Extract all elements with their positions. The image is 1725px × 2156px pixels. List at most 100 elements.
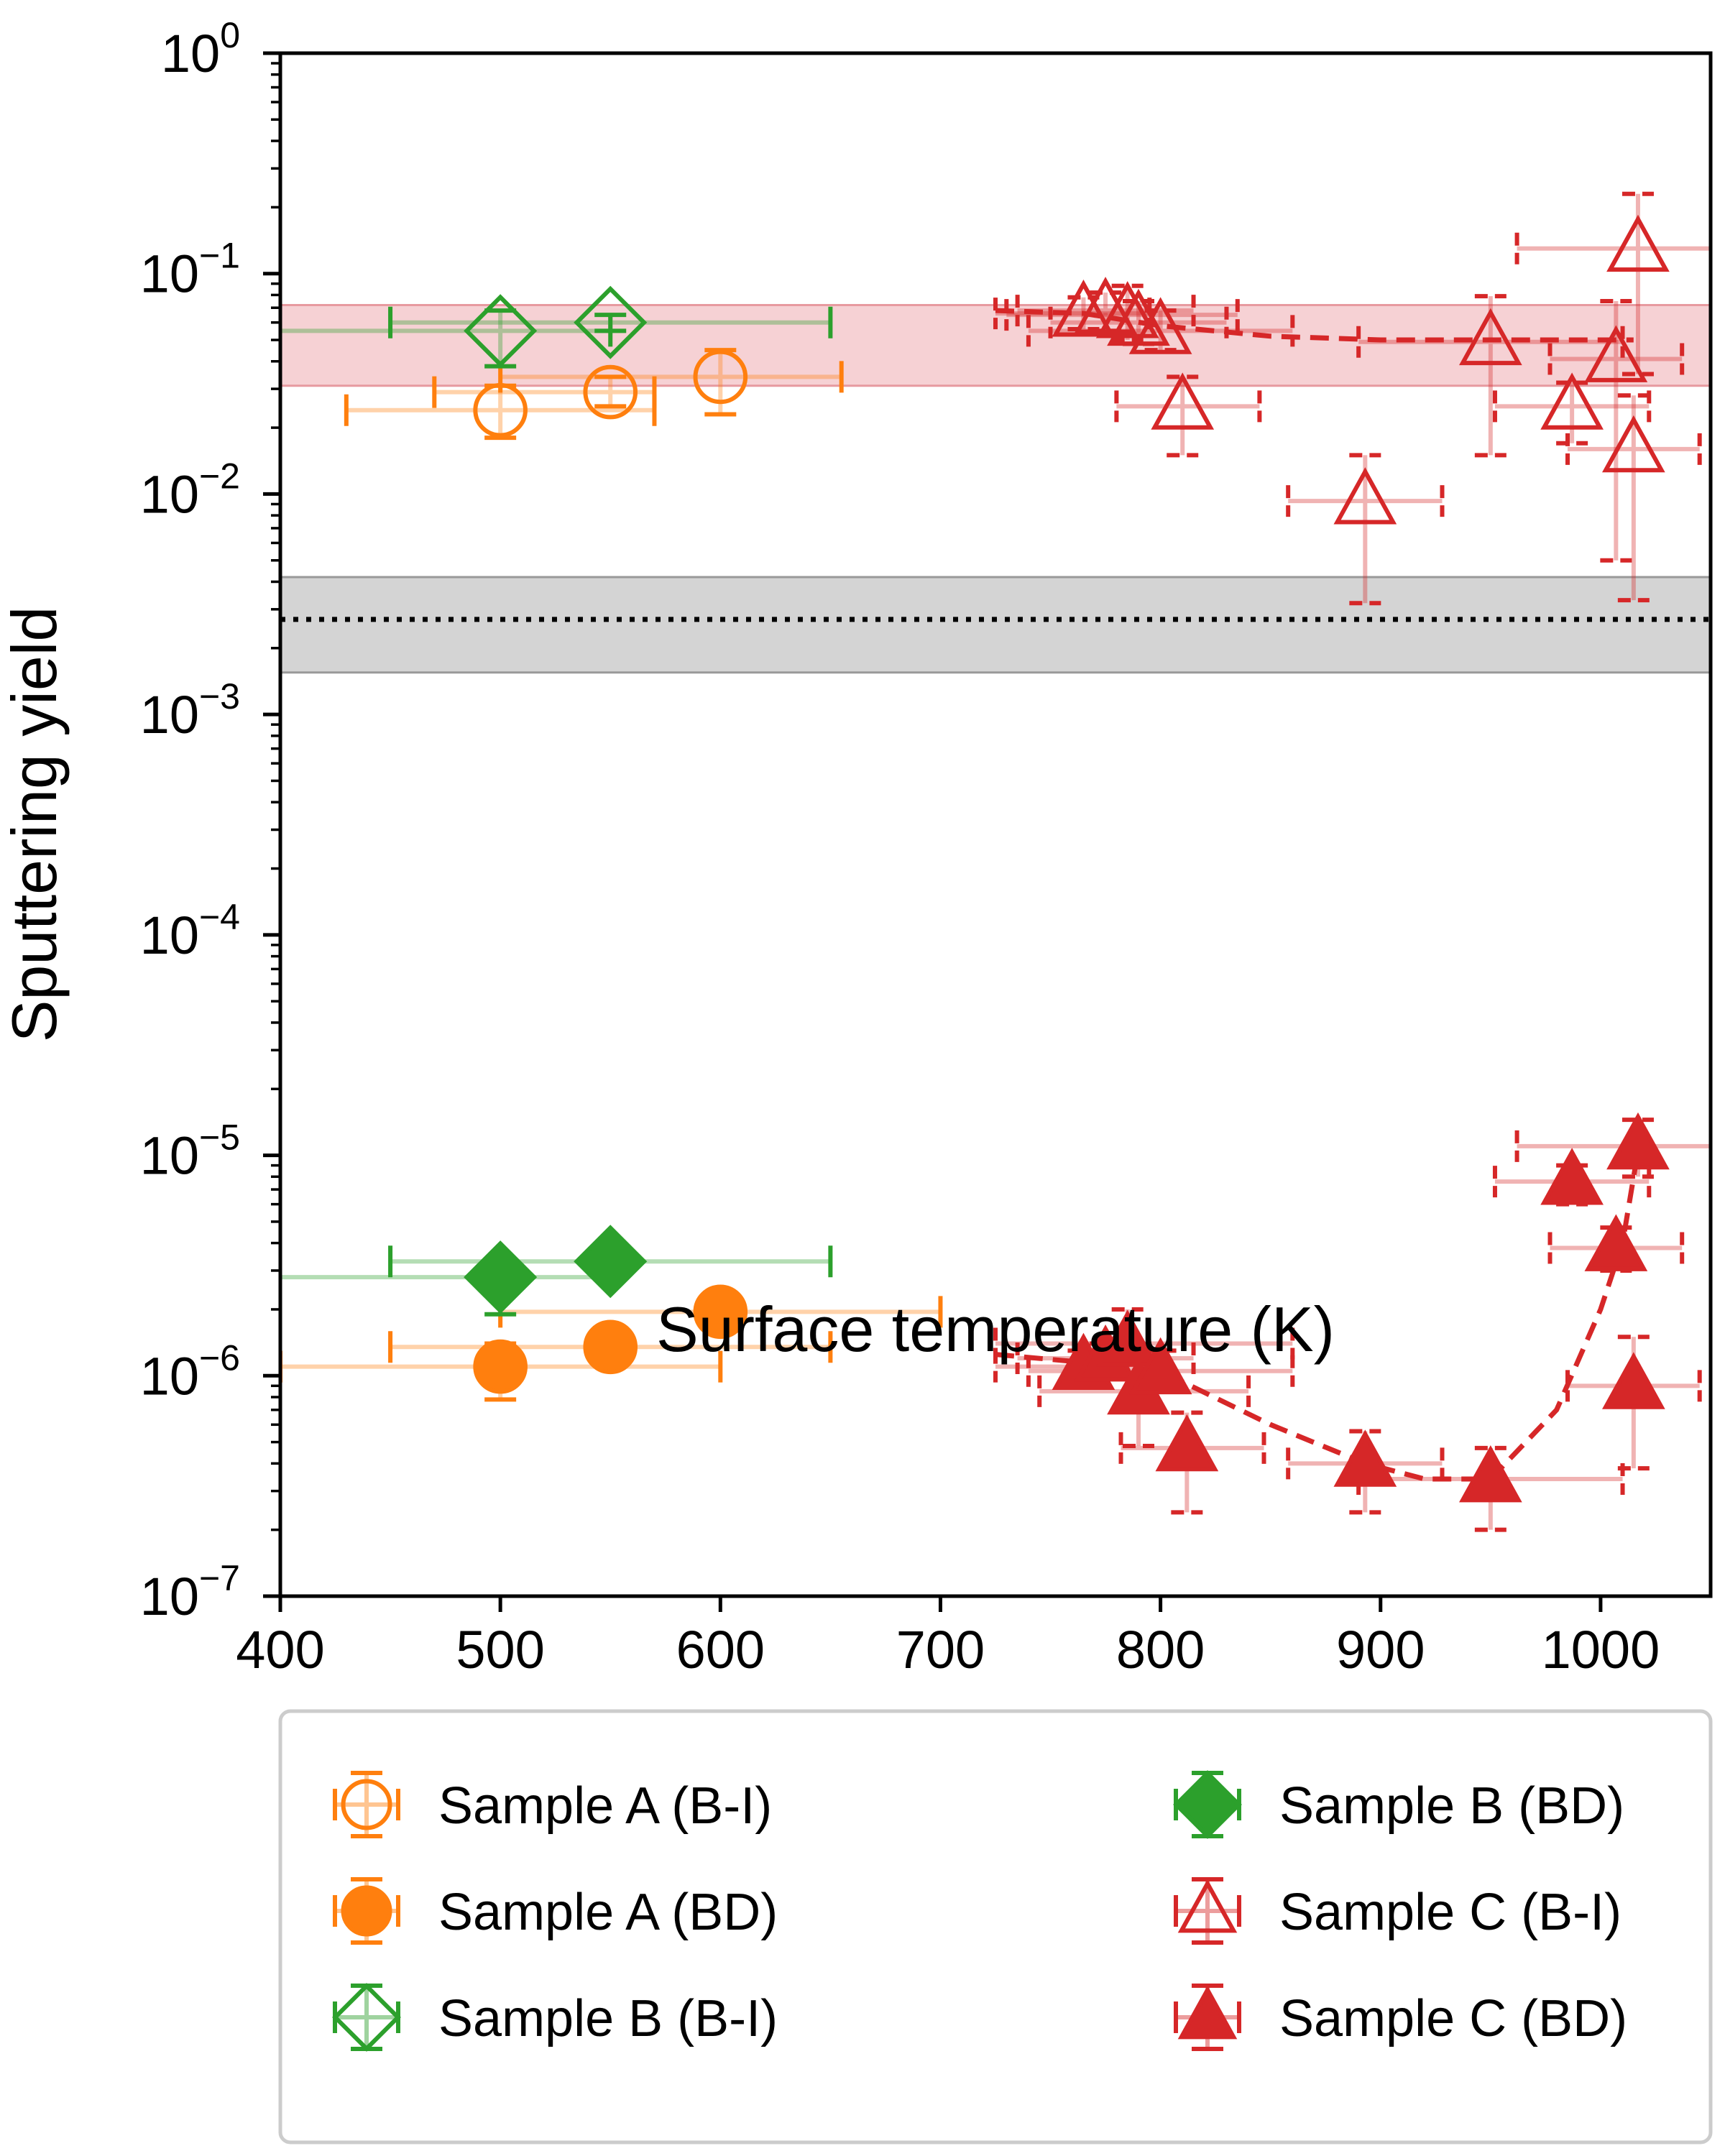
- plot-frame: [278, 51, 1713, 1598]
- legend-label: Sample C (BD): [1279, 1990, 1627, 2047]
- plot-content: [280, 191, 1711, 1532]
- error-caps: [432, 374, 657, 409]
- y-tick-label: 10−3: [140, 676, 240, 745]
- series-4: [993, 191, 1711, 606]
- legend-marker: [1177, 1985, 1238, 2040]
- data-point: [1459, 308, 1522, 366]
- error-bar: [280, 1267, 611, 1314]
- error-bar: [390, 315, 831, 331]
- error-caps: [1547, 299, 1685, 563]
- plot-area: [280, 191, 1711, 1532]
- legend-item: Sample A (BD): [333, 1877, 778, 1945]
- data-point: [1095, 281, 1159, 338]
- error-caps: [1286, 1429, 1445, 1515]
- y-tick-label: 100: [161, 15, 240, 83]
- error-caps: [1118, 1410, 1266, 1515]
- x-tick-label: 600: [676, 1620, 765, 1680]
- legend-item: Sample C (B-I): [1174, 1877, 1622, 1945]
- error-bar: [1517, 193, 1711, 374]
- legend-error-bar: [335, 1773, 398, 1836]
- error-bar: [1288, 455, 1443, 604]
- shaded-band-1: [280, 576, 1711, 673]
- series-2: [280, 285, 833, 369]
- x-tick-label: 800: [1116, 1620, 1205, 1680]
- error-caps: [1514, 191, 1654, 377]
- data-point: [464, 1240, 538, 1314]
- data-point: [1074, 277, 1137, 334]
- fit-line: [995, 308, 1634, 343]
- data-point: [464, 294, 538, 368]
- error-bar: [1494, 382, 1650, 443]
- data-point: [1095, 1309, 1159, 1367]
- data-point: [1540, 372, 1604, 430]
- x-axis-title: Surface temperature (K): [656, 1294, 1335, 1365]
- data-point: [1459, 1445, 1522, 1503]
- series-1: [280, 1284, 943, 1402]
- data-point: [1151, 372, 1215, 430]
- legend-marker: [1173, 1770, 1242, 1839]
- legend-label: Sample C (B-I): [1279, 1884, 1622, 1941]
- error-bar: [1116, 377, 1260, 456]
- error-bar: [1550, 301, 1683, 561]
- data-point: [574, 1225, 648, 1299]
- x-tick-label: 700: [896, 1620, 985, 1680]
- data-point: [1540, 1148, 1604, 1205]
- data-point: [693, 1284, 748, 1340]
- data-point: [1602, 1352, 1665, 1409]
- legend-label: Sample B (BD): [1279, 1777, 1624, 1835]
- x-tick-label: 900: [1336, 1620, 1425, 1680]
- legend-item: Sample B (BD): [1173, 1770, 1624, 1839]
- data-point: [1333, 467, 1397, 525]
- y-tick-label: 10−7: [140, 1558, 240, 1626]
- error-bar: [280, 310, 611, 367]
- data-point: [1333, 1429, 1397, 1487]
- error-caps: [1114, 374, 1262, 458]
- y-tick-label: 10−1: [140, 236, 240, 304]
- data-point: [1606, 1112, 1670, 1170]
- error-bar: [434, 377, 655, 407]
- data-point: [1584, 325, 1648, 382]
- shaded-band-0: [280, 305, 1711, 386]
- error-bar: [346, 385, 655, 438]
- x-tick-label: 400: [236, 1620, 324, 1680]
- series-0: [344, 348, 844, 441]
- axes: 400 500 600 700 800 900 1000 100 10−1 10−2 10−3 10−…: [140, 15, 1713, 1680]
- legend-label: Sample A (BD): [438, 1884, 778, 1941]
- y-tick-label: 10−5: [140, 1118, 240, 1186]
- y-tick-label: 10−6: [140, 1337, 240, 1406]
- legend-error-bar: [335, 1986, 398, 2049]
- legend-item: Sample A (B-I): [333, 1771, 772, 1838]
- error-bar: [1358, 296, 1623, 456]
- y-tick-label: 10−2: [140, 456, 240, 524]
- error-caps: [484, 1261, 613, 1317]
- legend-item: Sample B (B-I): [332, 1983, 778, 2052]
- data-point: [1606, 214, 1670, 272]
- data-point: [574, 285, 648, 359]
- error-caps: [1286, 453, 1445, 606]
- legend-box: [278, 1709, 1713, 2145]
- error-caps: [1356, 294, 1625, 458]
- error-caps: [1565, 1335, 1702, 1471]
- y-tick-label: 10−4: [140, 897, 240, 965]
- legend: Sample A (B-I) Sample A (BD) Sample B (B-I…: [278, 1709, 1713, 2145]
- legend-label: Sample B (B-I): [438, 1990, 778, 2047]
- legend-label: Sample A (B-I): [438, 1777, 772, 1835]
- legend-marker: [1177, 1879, 1238, 1933]
- data-point: [583, 364, 638, 420]
- data-point: [1052, 280, 1116, 337]
- error-caps: [1565, 393, 1702, 603]
- series-3: [280, 1225, 833, 1317]
- data-point: [1155, 1414, 1219, 1472]
- legend-marker: [341, 1885, 392, 1937]
- x-tick-label: 1000: [1542, 1620, 1660, 1680]
- error-caps: [388, 306, 833, 338]
- data-point: [583, 1319, 638, 1375]
- x-tick-label: 500: [456, 1620, 544, 1680]
- y-axis-title: Sputtering yield: [0, 607, 70, 1043]
- data-point: [473, 383, 528, 438]
- data-point: [1128, 1337, 1192, 1395]
- legend-item: Sample C (BD): [1174, 1984, 1627, 2051]
- data-point: [1584, 1214, 1648, 1271]
- data-point: [1602, 415, 1665, 473]
